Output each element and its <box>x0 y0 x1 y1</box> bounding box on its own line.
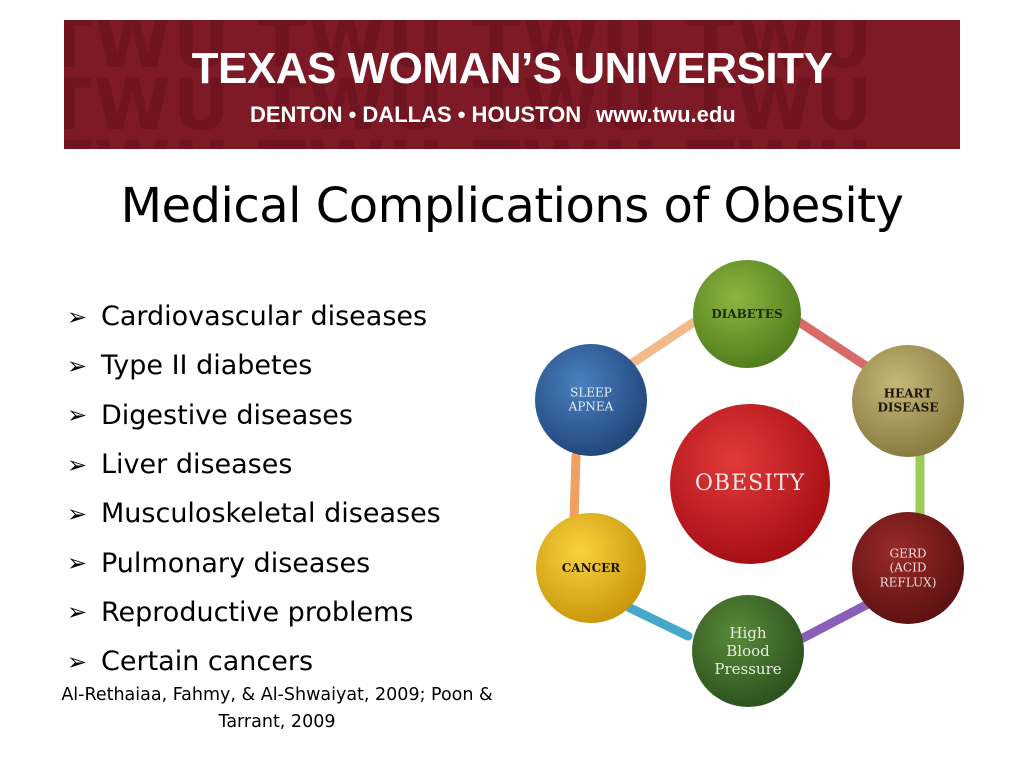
bullet-text: Pulmonary diseases <box>101 547 371 579</box>
center-label-obesity: OBESITY <box>694 470 806 496</box>
center-circle-obesity <box>670 404 830 564</box>
bullet-item: ➢ Reproductive problems <box>66 588 441 637</box>
bullet-item: ➢ Type II diabetes <box>66 341 441 390</box>
arrow-bullet-icon: ➢ <box>66 351 88 380</box>
bullet-text: Certain cancers <box>101 646 314 678</box>
bullet-item: ➢ Cardiovascular diseases <box>66 292 441 341</box>
arrow-bullet-icon: ➢ <box>66 549 88 578</box>
node-circle-diabetes <box>693 260 801 368</box>
bullet-item: ➢ Certain cancers <box>66 637 441 686</box>
node-label-high-blood-pressure: High Blood Pressure <box>714 624 782 678</box>
banner-url[interactable]: www.twu.edu <box>596 102 736 127</box>
node-circle-high-blood-pressure <box>692 595 804 707</box>
node-label-cancer: CANCER <box>561 560 621 575</box>
bullet-text: Type II diabetes <box>101 350 313 382</box>
bullet-text: Cardiovascular diseases <box>101 301 428 333</box>
connector-bp-cancer <box>621 601 693 641</box>
arrow-bullet-icon: ➢ <box>66 450 88 479</box>
bullet-text: Digestive diseases <box>101 399 353 431</box>
connector-cancer-sleep <box>569 451 581 525</box>
node-label-heart-disease: HEART DISEASE <box>877 386 939 415</box>
bullet-item: ➢ Pulmonary diseases <box>66 538 441 587</box>
node-label-sleep-apnea: SLEEP APNEA <box>568 385 614 414</box>
obesity-complications-diagram: OBESITY DIABETES HEART DISEASE GERD (ACI… <box>528 258 968 710</box>
connector-diabetes-heart <box>791 315 871 371</box>
banner-title: TEXAS WOMAN’S UNIVERSITY <box>191 44 833 93</box>
arrow-bullet-icon: ➢ <box>66 401 88 430</box>
node-label-gerd: GERD (ACID REFLUX) <box>879 546 937 590</box>
bullet-text: Reproductive problems <box>101 596 414 628</box>
bullet-item: ➢ Digestive diseases <box>66 391 441 440</box>
arrow-bullet-icon: ➢ <box>66 499 88 528</box>
bullet-text: Liver diseases <box>101 449 293 481</box>
node-circle-sleep-apnea <box>535 344 647 456</box>
bullet-text: Musculoskeletal diseases <box>101 498 441 530</box>
bullet-item: ➢ Musculoskeletal diseases <box>66 489 441 538</box>
banner-cities: DENTON • DALLAS • HOUSTON <box>250 102 582 127</box>
node-circle-cancer <box>536 513 646 623</box>
bullet-item: ➢ Liver diseases <box>66 440 441 489</box>
node-circle-heart-disease <box>852 345 964 457</box>
bullet-list: ➢ Cardiovascular diseases ➢ Type II diabet… <box>66 292 441 686</box>
arrow-bullet-icon: ➢ <box>66 302 88 331</box>
node-label-diabetes: DIABETES <box>711 306 783 321</box>
slide-title: Medical Complications of Obesity <box>120 178 904 234</box>
citation: Al-Rethaiaa, Fahmy, & Al-Shwaiyat, 2009;… <box>61 685 493 732</box>
connector-sleep-diabetes <box>623 317 699 371</box>
arrow-bullet-icon: ➢ <box>66 598 88 627</box>
connector-gerd-bp <box>798 599 873 643</box>
arrow-bullet-icon: ➢ <box>66 647 88 676</box>
node-circle-gerd <box>852 512 964 624</box>
diagram-svg <box>535 260 964 707</box>
